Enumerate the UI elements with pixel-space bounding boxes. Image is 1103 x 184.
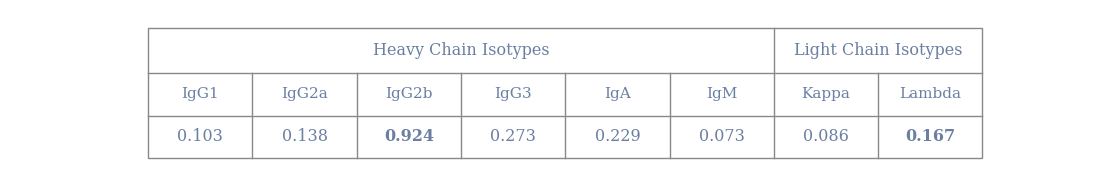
Text: 0.103: 0.103 <box>178 128 223 145</box>
Text: 0.273: 0.273 <box>490 128 536 145</box>
Text: 0.073: 0.073 <box>699 128 745 145</box>
Text: IgG2b: IgG2b <box>385 87 432 101</box>
Text: Heavy Chain Isotypes: Heavy Chain Isotypes <box>373 42 549 59</box>
Text: 0.138: 0.138 <box>281 128 328 145</box>
Text: IgG3: IgG3 <box>494 87 532 101</box>
Text: IgG1: IgG1 <box>181 87 219 101</box>
Text: 0.924: 0.924 <box>384 128 433 145</box>
Text: Lambda: Lambda <box>899 87 962 101</box>
Text: Kappa: Kappa <box>802 87 850 101</box>
Text: IgM: IgM <box>706 87 738 101</box>
Text: 0.086: 0.086 <box>803 128 849 145</box>
Text: 0.229: 0.229 <box>595 128 641 145</box>
Text: 0.167: 0.167 <box>906 128 955 145</box>
Text: IgG2a: IgG2a <box>281 87 328 101</box>
Text: IgA: IgA <box>604 87 631 101</box>
Text: Light Chain Isotypes: Light Chain Isotypes <box>794 42 963 59</box>
